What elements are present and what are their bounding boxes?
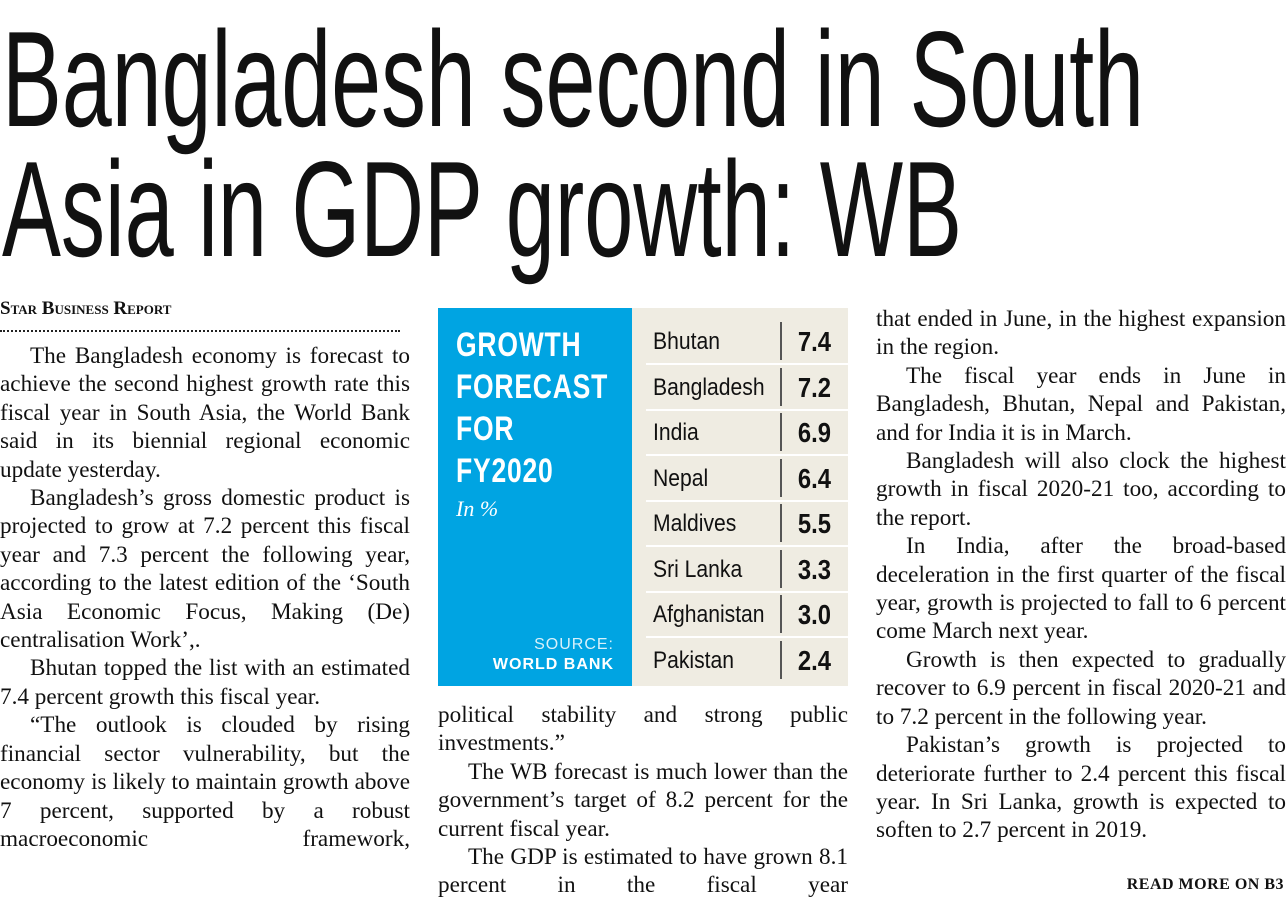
paragraph: Pakistan’s growth is projected to deteri…: [876, 732, 1286, 844]
country: India: [653, 419, 699, 446]
row-separator: [646, 408, 848, 411]
country: Bangladesh: [653, 373, 765, 401]
table: Bhutan 7.4 Bangladesh 7.2 India 6.9 Nepal 6.4 Ma…: [632, 308, 848, 686]
headline-line: Bangladesh second in South: [2, 3, 1144, 155]
row-separator: [646, 636, 848, 638]
table-row: Pakistan 2.4: [632, 637, 848, 682]
source: WORLD BANK: [492, 656, 614, 673]
row-separator: [646, 454, 848, 456]
value: 7.2: [797, 371, 831, 403]
cell-divider: [780, 549, 782, 588]
value: 5.5: [797, 508, 831, 539]
paragraph: Growth is then expected to gradually rec…: [876, 646, 1286, 730]
source-label: SOURCE:: [534, 636, 614, 653]
country: Bhutan: [653, 328, 720, 355]
paragraph: Bangladesh will also clock the highest g…: [876, 448, 1286, 531]
value: 3.3: [797, 553, 831, 585]
paragraph: Bhutan topped the list with an estimated…: [0, 655, 410, 710]
paragraph: The Bangladesh economy is forecast to ac…: [0, 343, 410, 483]
paragraph: that ended in June, in the highest expan…: [876, 306, 1286, 361]
country: Nepal: [653, 464, 709, 492]
table-row: Nepal 6.4: [632, 455, 848, 502]
paragraph: political stability and strong public in…: [438, 702, 848, 757]
table-row: Afghanistan 3.0: [632, 591, 848, 638]
value: 3.0: [797, 599, 831, 630]
cell-divider: [780, 322, 782, 360]
value: 6.4: [797, 462, 831, 494]
country: Maldives: [653, 510, 737, 537]
country: Sri Lanka: [653, 555, 743, 583]
read-more: READ MORE ON B3: [1126, 876, 1284, 893]
column: political stability and strong public in…: [438, 701, 848, 900]
headline: Bangladesh second in South Asia in GDP g…: [2, 3, 1144, 285]
row-separator: [646, 499, 848, 502]
cell-divider: [780, 640, 782, 679]
paragraph: The WB forecast is much lower than the g…: [438, 758, 848, 842]
table-row: Sri Lanka 3.3: [632, 546, 848, 593]
paragraph: In India, after the broad-based decelera…: [876, 533, 1286, 645]
table-title: GROWTH FORECAST FOR FY2020: [456, 326, 609, 490]
table-unit: In %: [456, 496, 499, 521]
row-separator: [646, 590, 848, 593]
value: 7.4: [797, 326, 831, 357]
value: 2.4: [797, 644, 831, 676]
cell-divider: [780, 413, 782, 451]
paragraph: “The outlook is clouded by rising financ…: [0, 712, 410, 852]
table-row: Bangladesh 7.2: [632, 364, 848, 411]
paragraph: Bangladesh’s gross domestic product is p…: [0, 485, 410, 654]
divider: [0, 330, 400, 332]
cell-divider: [780, 595, 782, 633]
paragraph: The fiscal year ends in June in Banglade…: [876, 362, 1286, 446]
paragraph: The GDP is estimated to have grown 8.1 p…: [438, 844, 848, 899]
country: Pakistan: [653, 646, 735, 674]
column: that ended in June, in the highest expan…: [876, 305, 1286, 845]
table-row: Bhutan 7.4: [632, 318, 848, 365]
byline: Star Business Report: [0, 298, 172, 319]
column: The Bangladesh economy is forecast to ac…: [0, 342, 410, 853]
cell-divider: [780, 504, 782, 542]
value: 6.9: [797, 417, 831, 448]
cell-divider: [780, 458, 782, 497]
cell-divider: [780, 367, 782, 406]
headline-line: Asia in GDP growth: WB: [2, 133, 962, 285]
table-panel: GROWTH FORECAST FOR FY2020 In % SOURCE: …: [438, 308, 632, 686]
table-row: India 6.9: [632, 409, 848, 456]
country: Afghanistan: [653, 601, 765, 628]
row-separator: [646, 363, 848, 365]
row-separator: [646, 545, 848, 547]
table-row: Maldives 5.5: [632, 500, 848, 547]
